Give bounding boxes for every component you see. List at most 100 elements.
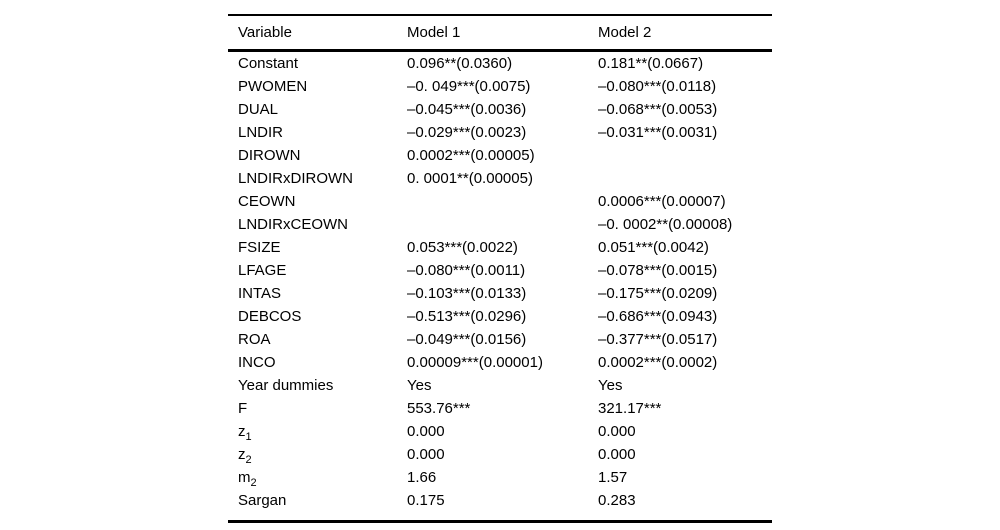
table-row: Sargan 0.175 0.283 bbox=[228, 489, 772, 512]
variable-cell: DEBCOS bbox=[228, 305, 407, 328]
table-row: z2 0.000 0.000 bbox=[228, 443, 772, 466]
model2-cell bbox=[598, 144, 772, 167]
variable-cell: CEOWN bbox=[228, 190, 407, 213]
table-row: Year dummies Yes Yes bbox=[228, 374, 772, 397]
table-row: DEBCOS –0.513***(0.0296) –0.686***(0.094… bbox=[228, 305, 772, 328]
model1-cell: –0. 049***(0.0075) bbox=[407, 78, 531, 95]
variable-cell: DIROWN bbox=[228, 144, 407, 167]
model1-cell: 553.76*** bbox=[407, 400, 471, 417]
model1-cell: 0.096**(0.0360) bbox=[407, 55, 513, 72]
variable-label: CEOWN bbox=[238, 193, 296, 210]
variable-cell: INCO bbox=[228, 351, 407, 374]
variable-subscript: 2 bbox=[250, 477, 257, 489]
variable-cell: Year dummies bbox=[228, 374, 407, 397]
table-row: LNDIR –0.029***(0.0023) –0.031***(0.0031… bbox=[228, 121, 772, 144]
model2-cell: –0.686***(0.0943) bbox=[598, 308, 718, 325]
model2-cell: 321.17*** bbox=[598, 400, 662, 417]
variable-cell: LNDIRxDIROWN bbox=[228, 167, 407, 190]
model1-cell: –0.029***(0.0023) bbox=[407, 124, 527, 141]
variable-label: Sargan bbox=[238, 492, 287, 509]
variable-cell: Constant bbox=[228, 51, 407, 76]
model1-cell: 0.053***(0.0022) bbox=[407, 239, 518, 256]
table-row: ROA –0.049***(0.0156) –0.377***(0.0517) bbox=[228, 328, 772, 351]
variable-cell: LFAGE bbox=[228, 259, 407, 282]
model1-cell: 0. 0001**(0.00005) bbox=[407, 170, 533, 187]
table-row: DIROWN 0.0002***(0.00005) bbox=[228, 144, 772, 167]
model2-cell: –0.175***(0.0209) bbox=[598, 285, 718, 302]
table-row: INCO 0.00009***(0.00001) 0.0002***(0.000… bbox=[228, 351, 772, 374]
variable-label: DIROWN bbox=[238, 147, 301, 164]
model1-cell: Yes bbox=[407, 377, 432, 394]
variable-cell: ROA bbox=[228, 328, 407, 351]
variable-cell: INTAS bbox=[228, 282, 407, 305]
variable-cell: F bbox=[228, 397, 407, 420]
variable-label: LFAGE bbox=[238, 262, 287, 279]
table-row: LNDIRxCEOWN –0. 0002**(0.00008) bbox=[228, 213, 772, 236]
variable-cell: FSIZE bbox=[228, 236, 407, 259]
variable-cell: LNDIR bbox=[228, 121, 407, 144]
model1-cell: –0.049***(0.0156) bbox=[407, 331, 527, 348]
table-row: LFAGE –0.080***(0.0011) –0.078***(0.0015… bbox=[228, 259, 772, 282]
column-header-model1: Model 1 bbox=[407, 16, 598, 52]
model2-cell: 0.0006***(0.00007) bbox=[598, 193, 726, 210]
model1-cell: 0.000 bbox=[407, 423, 445, 440]
variable-label: F bbox=[238, 400, 248, 417]
variable-subscript: 2 bbox=[245, 454, 252, 466]
regression-table: Variable Model 1 Model 2 Constant 0.096*… bbox=[228, 16, 772, 512]
model2-cell bbox=[598, 167, 772, 190]
variable-label: PWOMEN bbox=[238, 78, 308, 95]
model2-cell: 0.0002***(0.0002) bbox=[598, 354, 718, 371]
model1-cell: 0.00009***(0.00001) bbox=[407, 354, 543, 371]
model2-cell: 0.000 bbox=[598, 423, 636, 440]
model2-cell: 0.181**(0.0667) bbox=[598, 55, 704, 72]
variable-label: z bbox=[238, 423, 246, 440]
model1-cell: 0.175 bbox=[407, 492, 445, 509]
model2-cell: –0.031***(0.0031) bbox=[598, 124, 718, 141]
variable-subscript: 1 bbox=[245, 431, 252, 443]
model2-cell: –0.078***(0.0015) bbox=[598, 262, 718, 279]
variable-cell: z1 bbox=[228, 420, 407, 443]
variable-label: INCO bbox=[238, 354, 276, 371]
variable-label: DEBCOS bbox=[238, 308, 302, 325]
table-row: CEOWN 0.0006***(0.00007) bbox=[228, 190, 772, 213]
variable-label: DUAL bbox=[238, 101, 279, 118]
model1-cell: –0.080***(0.0011) bbox=[407, 262, 526, 279]
variable-cell: Sargan bbox=[228, 489, 407, 512]
variable-cell: LNDIRxCEOWN bbox=[228, 213, 407, 236]
variable-cell: PWOMEN bbox=[228, 75, 407, 98]
variable-label: ROA bbox=[238, 331, 271, 348]
model1-cell: 0.000 bbox=[407, 446, 445, 463]
table-row: DUAL –0.045***(0.0036) –0.068***(0.0053) bbox=[228, 98, 772, 121]
model1-cell bbox=[407, 213, 598, 236]
variable-label: LNDIRxDIROWN bbox=[238, 170, 353, 187]
table-row: INTAS –0.103***(0.0133) –0.175***(0.0209… bbox=[228, 282, 772, 305]
variable-label: LNDIR bbox=[238, 124, 284, 141]
model1-cell bbox=[407, 190, 598, 213]
model2-cell: 0.051***(0.0042) bbox=[598, 239, 709, 256]
model2-cell: 1.57 bbox=[598, 469, 628, 486]
model2-cell: –0.080***(0.0118) bbox=[598, 78, 717, 95]
model1-cell: 1.66 bbox=[407, 469, 437, 486]
model2-cell: 0.283 bbox=[598, 492, 636, 509]
variable-label: LNDIRxCEOWN bbox=[238, 216, 349, 233]
model2-cell: Yes bbox=[598, 377, 623, 394]
variable-cell: DUAL bbox=[228, 98, 407, 121]
variable-cell: z2 bbox=[228, 443, 407, 466]
table-row: z1 0.000 0.000 bbox=[228, 420, 772, 443]
table-header-row: Variable Model 1 Model 2 bbox=[228, 16, 772, 52]
table-row: FSIZE 0.053***(0.0022) 0.051***(0.0042) bbox=[228, 236, 772, 259]
table-row: LNDIRxDIROWN 0. 0001**(0.00005) bbox=[228, 167, 772, 190]
table-row: m2 1.66 1.57 bbox=[228, 466, 772, 489]
table-row: F 553.76*** 321.17*** bbox=[228, 397, 772, 420]
variable-cell: m2 bbox=[228, 466, 407, 489]
model1-cell: –0.513***(0.0296) bbox=[407, 308, 527, 325]
model2-cell: –0. 0002**(0.00008) bbox=[598, 216, 733, 233]
variable-label: FSIZE bbox=[238, 239, 281, 256]
variable-label: m bbox=[238, 469, 251, 486]
table-row: Constant 0.096**(0.0360) 0.181**(0.0667) bbox=[228, 51, 772, 76]
variable-label: INTAS bbox=[238, 285, 282, 302]
model1-cell: 0.0002***(0.00005) bbox=[407, 147, 535, 164]
column-header-variable: Variable bbox=[228, 16, 407, 52]
column-header-model2: Model 2 bbox=[598, 16, 772, 52]
